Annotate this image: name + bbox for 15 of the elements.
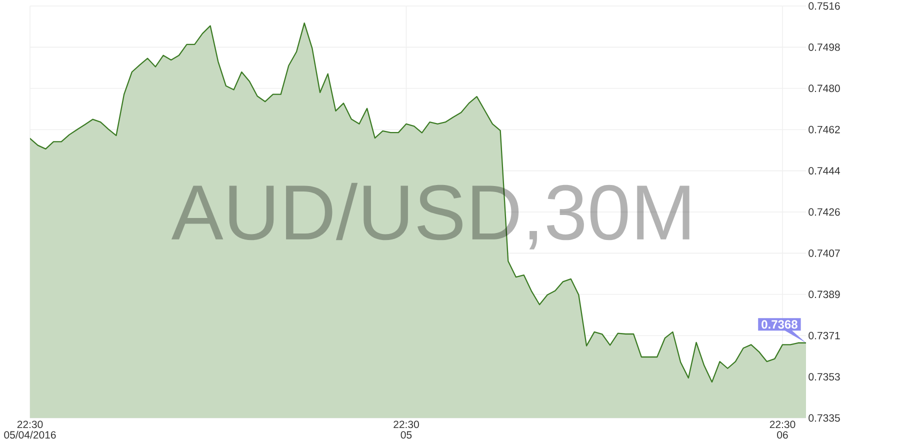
y-tick-label: 0.7516 xyxy=(808,2,840,10)
annotation: 0.7368 xyxy=(762,320,798,329)
y-tick-label: 0.7335 xyxy=(808,414,840,422)
y-tick-label: 0.7407 xyxy=(808,249,840,257)
y-tick-label: 0.7498 xyxy=(808,43,840,51)
y-tick-label: 0.7353 xyxy=(808,373,840,381)
y-tick-label: 0.7462 xyxy=(808,126,840,134)
x-tick-label: 22:30 06 xyxy=(770,420,796,439)
x-tick-label: 22:30 05 xyxy=(394,420,419,439)
y-tick-label: 0.7444 xyxy=(808,167,840,175)
y-tick-label: 0.7480 xyxy=(808,84,840,92)
y-tick-label: 0.7371 xyxy=(808,332,840,340)
y-tick-label: 0.7389 xyxy=(808,290,840,298)
x-tick-label: 22:30 05/04/2016 xyxy=(4,420,56,439)
y-tick-label: 0.7426 xyxy=(808,208,840,216)
